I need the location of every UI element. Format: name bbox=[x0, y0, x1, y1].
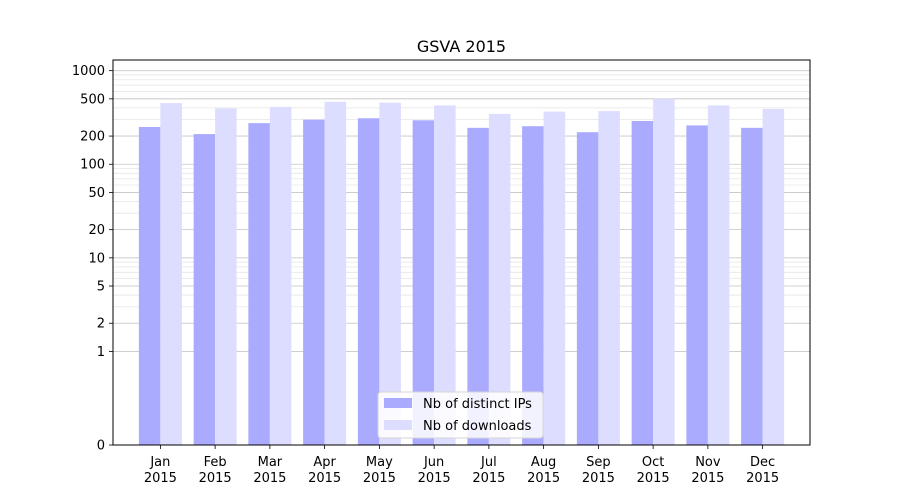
chart-title: GSVA 2015 bbox=[417, 37, 506, 56]
y-tick-label: 1 bbox=[97, 345, 105, 360]
x-tick-label: May bbox=[366, 455, 393, 470]
bar bbox=[707, 105, 730, 445]
bar bbox=[193, 134, 216, 446]
x-tick-label: Aug bbox=[531, 455, 556, 470]
x-tick-label: 2015 bbox=[527, 471, 560, 486]
x-tick-label: 2015 bbox=[418, 471, 451, 486]
bar bbox=[269, 106, 292, 445]
bar bbox=[543, 111, 566, 445]
bar bbox=[686, 125, 708, 445]
bar bbox=[412, 120, 435, 445]
x-tick-label: Feb bbox=[204, 455, 227, 470]
x-tick-label: 2015 bbox=[582, 471, 615, 486]
bars bbox=[138, 98, 785, 446]
bar bbox=[303, 119, 325, 446]
x-tick-label: Oct bbox=[642, 455, 664, 470]
x-tick-label: 2015 bbox=[253, 471, 286, 486]
bar bbox=[160, 103, 182, 445]
y-tick-label: 1000 bbox=[72, 64, 105, 79]
bar bbox=[324, 101, 347, 446]
legend-label: Nb of distinct IPs bbox=[423, 397, 532, 412]
bar bbox=[631, 120, 654, 445]
bar bbox=[576, 132, 599, 445]
y-tick-label: 500 bbox=[80, 92, 105, 107]
y-tick-label: 10 bbox=[88, 251, 105, 266]
bar bbox=[762, 108, 785, 446]
bar bbox=[467, 127, 489, 445]
x-tick-label: Jul bbox=[480, 455, 497, 470]
x-tick-label: 2015 bbox=[363, 471, 396, 486]
x-tick-label: 2015 bbox=[199, 471, 232, 486]
legend: Nb of distinct IPs Nb of downloads bbox=[377, 391, 544, 439]
x-tick-label: 2015 bbox=[746, 471, 779, 486]
x-tick-label: 2015 bbox=[308, 471, 341, 486]
x-tick-label: Jun bbox=[423, 455, 444, 470]
legend-label: Nb of downloads bbox=[423, 419, 532, 434]
x-tick-label: 2015 bbox=[691, 471, 724, 486]
y-tick-label: 20 bbox=[88, 223, 105, 238]
bar bbox=[653, 98, 675, 446]
bar bbox=[138, 127, 161, 445]
x-tick-label: Apr bbox=[313, 455, 336, 470]
bar bbox=[741, 127, 763, 445]
x-tick-label: 2015 bbox=[472, 471, 505, 486]
y-tick-label: 2 bbox=[97, 317, 105, 332]
y-tick-label: 200 bbox=[80, 130, 105, 145]
y-tick-label: 100 bbox=[80, 158, 105, 173]
y-tick-label: 50 bbox=[88, 186, 105, 201]
x-tick-label: 2015 bbox=[637, 471, 670, 486]
x-tick-label: Sep bbox=[586, 455, 611, 470]
y-tick-label: 5 bbox=[97, 280, 105, 295]
bar bbox=[488, 113, 511, 446]
plot-frame bbox=[112, 59, 811, 446]
x-tick-label: Nov bbox=[695, 455, 721, 470]
bar bbox=[522, 126, 544, 445]
x-tick-label: 2015 bbox=[144, 471, 177, 486]
x-axis: Jan2015Feb2015Mar2015Apr2015May2015Jun20… bbox=[144, 445, 779, 486]
x-tick-label: Mar bbox=[258, 455, 283, 470]
bar bbox=[379, 102, 401, 445]
bar bbox=[598, 111, 620, 445]
bar bbox=[357, 118, 380, 445]
bar bbox=[248, 123, 270, 446]
legend-swatch bbox=[384, 420, 412, 430]
y-axis: 0 1 2 5 10 20 50 100 200 500 1000 bbox=[72, 64, 113, 454]
legend-swatch bbox=[384, 398, 412, 408]
x-tick-label: Jan bbox=[149, 455, 170, 470]
x-tick-label: Dec bbox=[750, 455, 775, 470]
bar bbox=[215, 108, 237, 446]
bar bbox=[434, 105, 456, 445]
legend-box bbox=[377, 391, 544, 439]
y-tick-label: 0 bbox=[97, 439, 105, 454]
